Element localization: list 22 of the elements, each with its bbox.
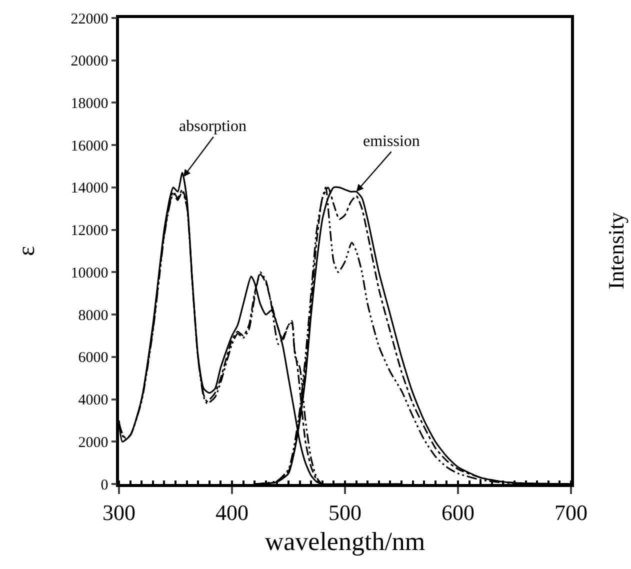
x-axis-title: wavelength/nm xyxy=(264,526,426,556)
y-tick-label: 2000 xyxy=(78,434,108,451)
y-tick-label: 18000 xyxy=(70,96,108,112)
annotation: emission xyxy=(363,133,420,150)
x-tick-label: 600 xyxy=(442,500,474,526)
y2-axis-title: Intensity xyxy=(603,212,628,290)
y-tick-label: 4000 xyxy=(78,392,108,409)
y-tick-label: 12000 xyxy=(70,223,108,240)
y-tick-label: 8000 xyxy=(78,308,108,324)
x-tick-label: 700 xyxy=(554,500,588,526)
y-tick-label: 6000 xyxy=(78,350,108,366)
annotation: absorption xyxy=(179,118,247,135)
x-tick-label: 400 xyxy=(216,500,248,526)
y-tick-label: 16000 xyxy=(70,138,108,154)
x-tick-label: 500 xyxy=(328,500,362,526)
y-axis-title: ε xyxy=(14,246,40,256)
y-tick-label: 22000 xyxy=(70,11,108,28)
y-tick-label: 20000 xyxy=(70,54,108,70)
y-tick-label: 10000 xyxy=(70,265,108,282)
y-tick-label: 14000 xyxy=(70,180,108,197)
y-tick-label: 0 xyxy=(100,477,108,494)
x-tick-label: 300 xyxy=(102,500,136,526)
